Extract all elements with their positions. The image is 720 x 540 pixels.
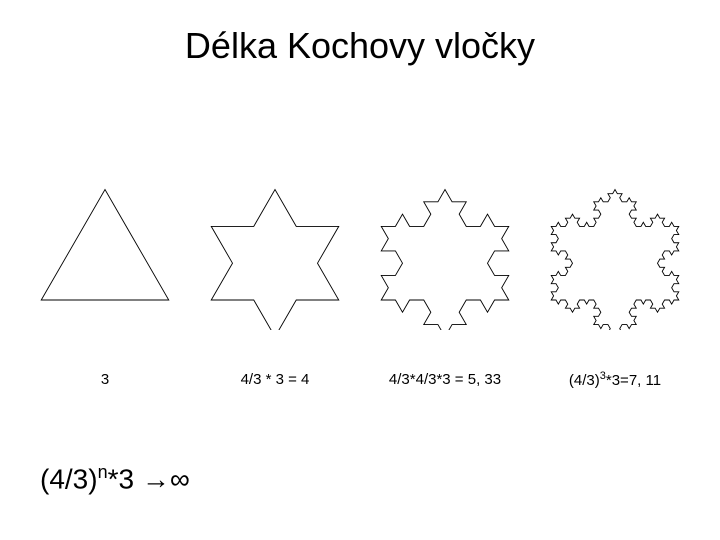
caption-0: 3 [30, 371, 180, 388]
limit-formula: (4/3)n*3 →∞ [40, 462, 190, 495]
caption-row: 3 4/3 * 3 = 4 4/3*4/3*3 = 5, 33 (4/3)3*3… [20, 370, 700, 389]
koch-iteration-2 [370, 180, 520, 330]
caption-1: 4/3 * 3 = 4 [200, 371, 350, 388]
slide: Délka Kochovy vločky 3 4/3 * 3 = 4 4/3*4… [0, 0, 720, 540]
slide-title: Délka Kochovy vločky [0, 25, 720, 67]
caption-3: (4/3)3*3=7, 11 [540, 370, 690, 389]
koch-iteration-0 [30, 180, 180, 330]
figure-row [20, 170, 700, 340]
caption-2: 4/3*4/3*3 = 5, 33 [370, 371, 520, 388]
koch-iteration-1 [200, 180, 350, 330]
koch-iteration-3 [540, 180, 690, 330]
